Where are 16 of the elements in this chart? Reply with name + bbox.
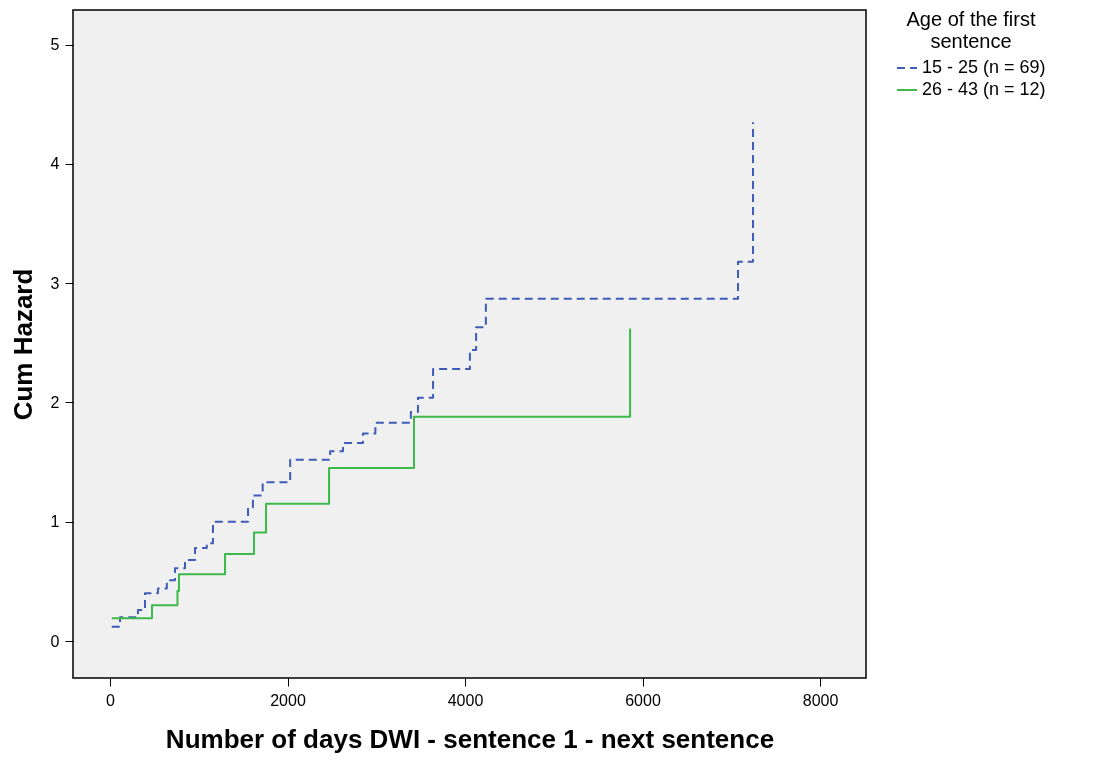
y-tick-label: 0: [50, 632, 60, 650]
x-axis-title: Number of days DWI - sentence 1 - next sentence: [165, 723, 775, 754]
y-tick-label: 4: [50, 155, 60, 173]
x-tick-label: 2000: [270, 691, 306, 709]
y-tick-label: 5: [50, 36, 60, 54]
y-tick-label: 2: [50, 393, 60, 411]
legend-title: Age of the first sentence: [906, 8, 1036, 52]
legend-label: 26 - 43 (n = 12): [922, 79, 1046, 99]
x-tick-label: 4000: [447, 691, 484, 709]
y-tick-label: 1: [50, 513, 60, 531]
x-tick-label: 8000: [802, 691, 839, 709]
y-tick-label: 3: [50, 274, 60, 292]
y-axis-title: Cum Hazard: [7, 268, 38, 421]
x-tick-label: 0: [106, 691, 116, 709]
x-tick-label: 6000: [625, 691, 661, 709]
legend-label: 15 - 25 (n = 69): [922, 57, 1046, 77]
